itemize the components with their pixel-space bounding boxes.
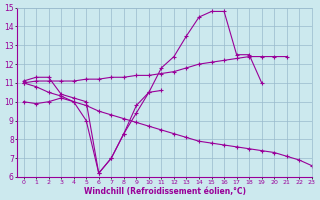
X-axis label: Windchill (Refroidissement éolien,°C): Windchill (Refroidissement éolien,°C) — [84, 187, 245, 196]
